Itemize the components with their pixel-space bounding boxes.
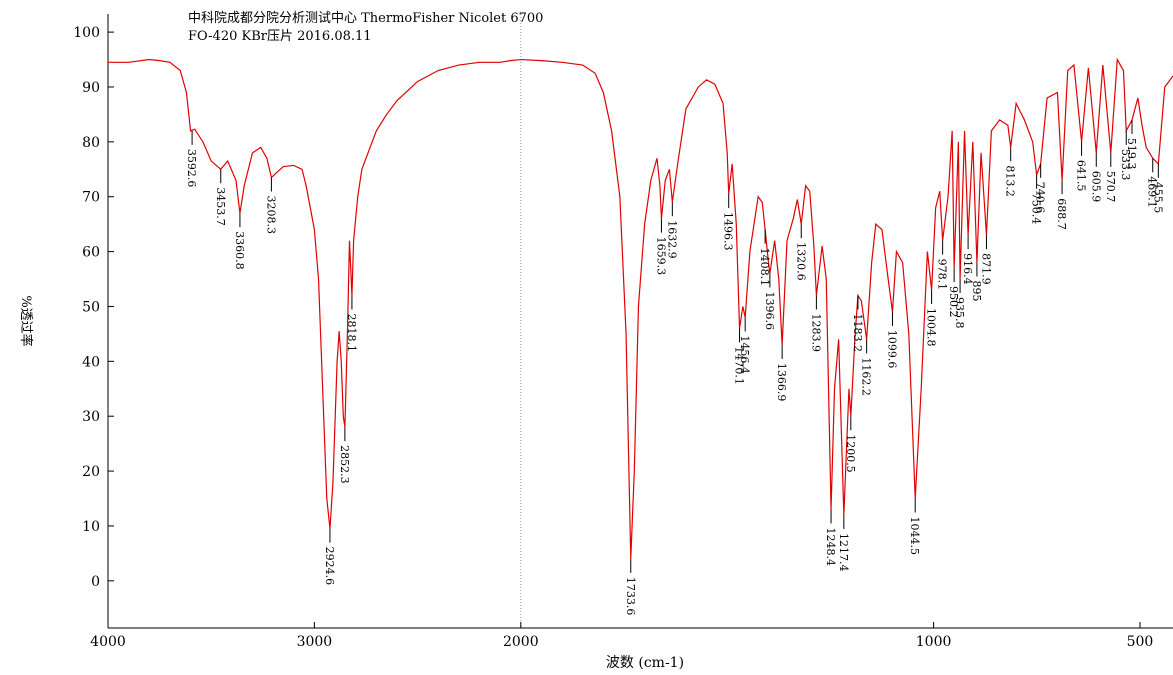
peak-label: 2818.1 — [345, 313, 358, 352]
peak-label: 1162.2 — [860, 357, 873, 396]
peak-label: 3453.7 — [214, 187, 227, 226]
peak-label: 1496.3 — [722, 212, 735, 251]
peak-label: 2924.6 — [323, 547, 336, 586]
peak-label: 1200.5 — [844, 434, 857, 473]
peak-label: 1659.3 — [654, 237, 667, 276]
peak-label: 1283.9 — [809, 313, 822, 352]
y-tick-label: 80 — [82, 135, 100, 151]
peak-label: 950.2 — [947, 286, 960, 318]
peak-label: 605.9 — [1089, 171, 1102, 203]
x-axis-label: 波数 (cm-1) — [606, 655, 684, 671]
peak-label: 641.5 — [1075, 160, 1088, 192]
peak-label: 935.8 — [953, 297, 966, 329]
peak-label: 1408.1 — [758, 248, 771, 287]
peak-label: 978.1 — [936, 259, 949, 291]
spectrum-line — [108, 57, 1173, 559]
x-tick-label: 500 — [1127, 634, 1154, 650]
peak-label: 1183.2 — [851, 313, 864, 352]
chart-subtitle: FO-420 KBr压片 2016.08.11 — [188, 29, 372, 44]
peak-label: 2852.3 — [338, 445, 351, 484]
peak-label: 1004.8 — [925, 308, 938, 347]
peak-label: 469.1 — [1146, 176, 1159, 208]
x-tick-label: 1000 — [916, 634, 952, 650]
y-axis-label: %透过率 — [18, 295, 34, 346]
y-tick-label: 20 — [82, 464, 100, 480]
peak-label: 3360.8 — [233, 231, 246, 270]
peak-label: 533.3 — [1119, 149, 1132, 181]
peak-label: 1320.6 — [794, 242, 807, 280]
peak-label: 1396.6 — [763, 292, 776, 331]
peak-label: 750.4 — [1030, 193, 1043, 225]
peak-label: 1099.6 — [885, 330, 898, 369]
peak-label: 740.6 — [1034, 182, 1047, 214]
peak-label: 916.4 — [961, 253, 974, 285]
peak-label: 1217.4 — [837, 533, 850, 572]
peak-label: 1456.4 — [738, 335, 751, 374]
peak-label: 3208.3 — [264, 196, 277, 235]
y-tick-label: 60 — [82, 245, 100, 261]
x-tick-label: 2000 — [503, 634, 539, 650]
peak-label: 1366.9 — [775, 363, 788, 402]
peak-label: 1044.5 — [908, 517, 921, 556]
y-tick-label: 30 — [82, 409, 100, 425]
y-tick-label: 10 — [82, 519, 100, 535]
peak-label: 3592.6 — [185, 149, 198, 188]
peak-label: 455.5 — [1151, 182, 1164, 214]
peak-label: 1632.9 — [665, 220, 678, 259]
y-tick-label: 90 — [82, 80, 100, 96]
peak-label: 1470.1 — [733, 346, 746, 385]
y-tick-label: 50 — [82, 299, 100, 315]
x-tick-label: 3000 — [297, 634, 333, 650]
peak-label: 895 — [970, 281, 983, 302]
chart-title: 中科院成都分院分析测试中心 ThermoFisher Nicolet 6700 — [188, 11, 543, 26]
y-tick-label: 40 — [82, 354, 100, 370]
x-tick-label: 4000 — [90, 634, 126, 650]
y-tick-label: 70 — [82, 190, 100, 206]
peak-label: 813.2 — [1004, 165, 1017, 197]
peak-label: 1248.4 — [824, 527, 837, 566]
peak-label: 688.7 — [1055, 198, 1068, 230]
y-tick-label: 100 — [73, 25, 100, 41]
y-tick-label: 0 — [91, 574, 100, 590]
peak-label: 871.9 — [979, 253, 992, 285]
peak-label: 1733.6 — [624, 577, 637, 616]
peak-label: 570.7 — [1104, 171, 1117, 203]
peak-label: 519.3 — [1125, 138, 1138, 170]
